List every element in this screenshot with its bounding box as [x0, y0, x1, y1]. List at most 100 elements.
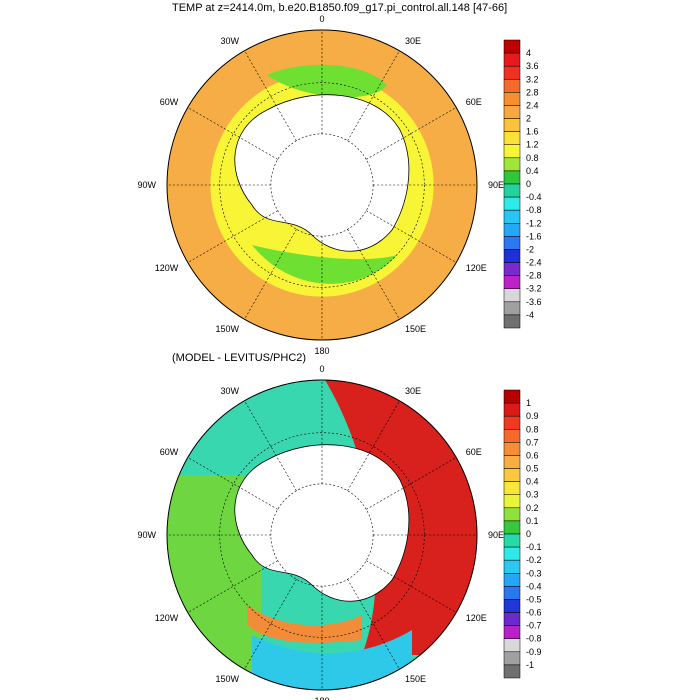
bottom-colorbar-label: 0	[526, 529, 531, 539]
top-colorbar-label: 0	[526, 179, 531, 189]
top-colorbar-label: -3.2	[526, 284, 542, 294]
top-map-field	[167, 30, 477, 340]
top-lon-label-30W: 30W	[220, 36, 239, 46]
top-meridian	[187, 210, 278, 263]
bottom-meridian	[244, 400, 297, 491]
bottom-colorbar-label: 0.7	[526, 437, 539, 447]
bottom-meridian	[347, 579, 400, 670]
bottom-colorbar-box	[503, 573, 521, 587]
bottom-colorbar-label: 0.2	[526, 503, 539, 513]
bottom-colorbar-label: 0.5	[526, 464, 539, 474]
bottom-colorbar-box	[503, 546, 521, 561]
bottom-lon-label-0: 0	[319, 364, 324, 374]
bottom-colorbar-label: -0.3	[526, 568, 542, 578]
bottom-colorbar-box	[503, 520, 521, 535]
top-colorbar-label: 3.2	[526, 74, 539, 84]
top-colorbar-label: -1.6	[526, 231, 542, 241]
bottom-colorbar-label: -0.2	[526, 555, 542, 565]
top-colorbar-label: 1.6	[526, 127, 539, 137]
bottom-colorbar-label: -0.5	[526, 594, 542, 604]
bottom-colorbar-label: -0.1	[526, 542, 542, 552]
top-colorbar-label: -1.2	[526, 218, 542, 228]
bottom-colorbar-label: 0.4	[526, 477, 539, 487]
bottom-colorbar-box	[503, 612, 521, 626]
top-lon-label-90W: 90W	[137, 180, 156, 190]
bottom-colorbar-box	[503, 625, 521, 639]
top-colorbar-label: 0.4	[526, 166, 539, 176]
top-colorbar-box	[503, 249, 521, 263]
top-lon-label-150E: 150E	[405, 324, 426, 334]
bottom-meridian	[187, 457, 278, 510]
bottom-region-south-cyan	[252, 630, 412, 690]
bottom-lon-label-180: 180	[314, 696, 329, 700]
top-lon-label-150W: 150W	[215, 324, 239, 334]
bottom-colorbar-box	[503, 442, 521, 456]
bottom-colorbar-box	[503, 651, 521, 666]
top-colorbar-box	[503, 288, 521, 303]
bottom-colorbar-box	[503, 389, 521, 404]
top-lon-label-90E: 90E	[488, 180, 504, 190]
top-lon-label-60W: 60W	[160, 97, 179, 107]
top-colorbar-label: -0.4	[526, 192, 542, 202]
top-lon-label-30E: 30E	[405, 36, 421, 46]
bottom-colorbar-label: 0.1	[526, 516, 539, 526]
top-colorbar-box	[503, 183, 521, 198]
top-lon-label-0: 0	[319, 14, 324, 24]
top-colorbar-label: 2	[526, 114, 531, 124]
bottom-colorbar-label: 0.8	[526, 424, 539, 434]
bottom-colorbar-box	[503, 599, 521, 613]
top-region-green-south	[252, 245, 397, 284]
bottom-meridian	[366, 560, 457, 613]
top-colorbar-box	[503, 131, 521, 145]
bottom-lon-label-150E: 150E	[405, 674, 426, 684]
bottom-lon-label-30E: 30E	[405, 386, 421, 396]
top-colorbar-box	[503, 209, 521, 224]
top-colorbar-box	[503, 223, 521, 237]
bottom-lon-label-60W: 60W	[160, 447, 179, 457]
bottom-latitude-circle	[219, 432, 425, 638]
top-meridian	[187, 107, 278, 160]
top-colorbar-label: 3.6	[526, 61, 539, 71]
top-panel-title: TEMP at z=2414.0m, b.e20.B1850.f09_g17.p…	[172, 2, 508, 14]
top-colorbar-box	[503, 157, 521, 172]
top-colorbar-box	[503, 79, 521, 93]
top-lon-label-120E: 120E	[466, 263, 487, 273]
bottom-map-border	[166, 379, 478, 691]
bottom-colorbar-label: 0.9	[526, 411, 539, 421]
top-colorbar-label: 4	[526, 48, 531, 58]
top-colorbar-box	[503, 39, 521, 54]
bottom-colorbar-box	[503, 455, 521, 469]
bottom-colorbar-box	[503, 664, 521, 679]
top-colorbar-box	[503, 92, 521, 106]
bottom-meridian	[244, 579, 297, 670]
bottom-colorbar-box	[503, 559, 521, 574]
top-colorbar-label: -4	[526, 310, 534, 320]
bottom-meridian	[366, 457, 457, 510]
top-colorbar-label: -0.8	[526, 205, 542, 215]
bottom-colorbar-box	[503, 638, 521, 653]
top-colorbar-label: 2.4	[526, 100, 539, 110]
bottom-lon-label-30W: 30W	[220, 386, 239, 396]
top-latitude-circle	[219, 82, 425, 288]
top-colorbar-box	[503, 52, 521, 67]
top-colorbar-box	[503, 65, 521, 80]
top-meridian	[347, 229, 400, 320]
bottom-polar-map: 0 30E 60E 90E 120E 150E 180 150W 120W 90W 60W 30W 1 0…	[137, 364, 542, 700]
bottom-panel-title: (MODEL - LEVITUS/PHC2)	[172, 352, 307, 364]
top-meridian	[347, 50, 400, 141]
top-colorbar-label: 2.8	[526, 87, 539, 97]
top-lon-label-120W: 120W	[155, 263, 179, 273]
bottom-colorbar-box	[503, 429, 521, 443]
bottom-colorbar-label: -0.8	[526, 634, 542, 644]
top-colorbar-box	[503, 118, 521, 132]
bottom-meridian	[187, 560, 278, 613]
bottom-colorbar-label: -0.9	[526, 647, 542, 657]
top-meridian	[244, 229, 297, 320]
bottom-colorbar-label: 0.6	[526, 450, 539, 460]
bottom-lon-label-120W: 120W	[155, 613, 179, 623]
top-colorbar-box	[503, 236, 521, 250]
top-colorbar-label: 1.2	[526, 140, 539, 150]
top-colorbar-box	[503, 301, 521, 316]
top-region-green-north	[267, 64, 387, 98]
top-lon-label-60E: 60E	[466, 97, 482, 107]
